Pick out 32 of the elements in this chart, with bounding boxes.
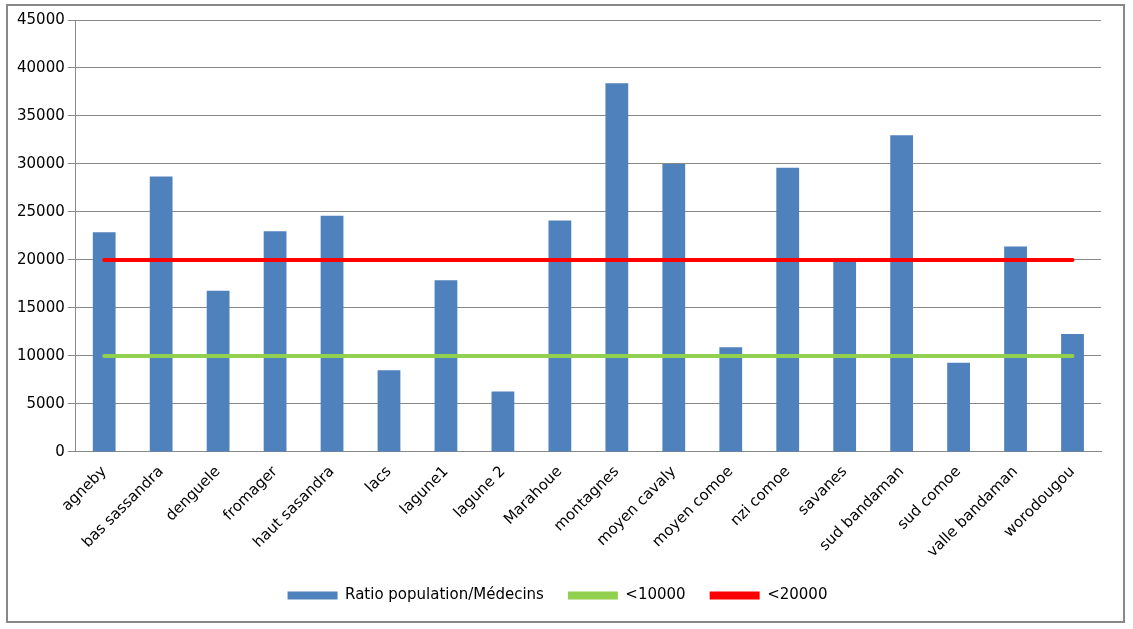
y-tick-label: 35000 xyxy=(17,105,65,124)
y-tick-label: 5000 xyxy=(26,393,65,412)
y-tick-label: 40000 xyxy=(17,57,65,76)
bar xyxy=(206,290,230,452)
y-tick-label: 30000 xyxy=(17,153,65,172)
bar xyxy=(491,391,515,452)
bar xyxy=(263,231,287,452)
legend-label: <20000 xyxy=(767,585,828,604)
x-tick-label: lacs xyxy=(361,462,395,496)
legend-label: Ratio population/Médecins xyxy=(345,585,545,604)
y-tick-label: 0 xyxy=(55,441,65,460)
bar xyxy=(890,135,914,452)
bar xyxy=(1061,333,1084,452)
y-tick-label: 20000 xyxy=(17,249,65,268)
y-tick-label: 10000 xyxy=(17,345,65,364)
bar xyxy=(662,163,686,452)
bar xyxy=(833,261,857,452)
legend-label: <10000 xyxy=(625,585,686,604)
bar xyxy=(719,347,743,452)
y-tick-label: 25000 xyxy=(17,201,65,220)
bar xyxy=(947,362,970,452)
bar xyxy=(548,220,572,452)
bar xyxy=(776,167,800,452)
bar xyxy=(1004,246,1027,452)
y-tick-label: 15000 xyxy=(17,297,65,316)
bar xyxy=(377,370,401,452)
bar xyxy=(434,280,458,452)
y-tick-label: 45000 xyxy=(17,9,65,28)
bar xyxy=(149,176,173,452)
bar xyxy=(320,215,344,452)
bar xyxy=(92,232,116,452)
bar xyxy=(605,83,629,452)
